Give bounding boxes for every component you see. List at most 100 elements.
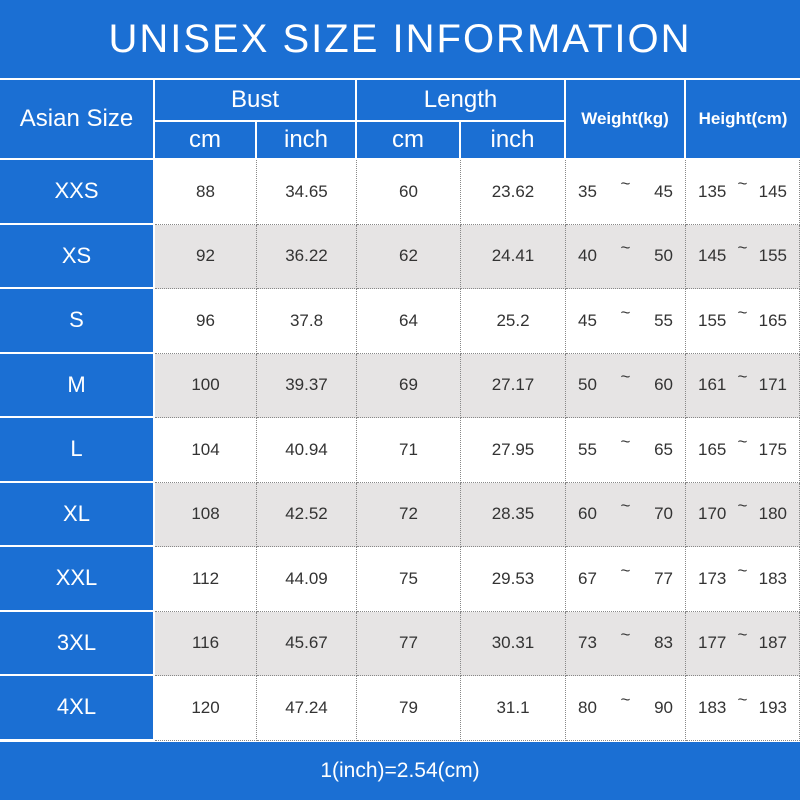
measure-cell: 40.94: [257, 418, 357, 483]
range-separator: ~: [620, 173, 631, 193]
size-label: XXS: [0, 160, 153, 223]
range-value: 70: [654, 504, 673, 524]
range-value: 171: [758, 375, 787, 395]
measure-cell: 62: [357, 224, 461, 289]
range-separator: ~: [620, 625, 631, 645]
range-value: 77: [654, 568, 673, 588]
range-value: 155: [698, 310, 727, 330]
height-cell: 177 ~187: [686, 611, 800, 676]
measure-cell: 29.53: [461, 547, 566, 612]
measure-cell: 116: [155, 611, 257, 676]
height-cell: 135 ~145: [686, 160, 800, 225]
size-label: XL: [0, 482, 153, 545]
range-value: 193: [758, 697, 787, 717]
measure-cell: 44.09: [257, 547, 357, 612]
weight-cell: 45 ~55: [566, 289, 686, 354]
measure-cell: 31.1: [461, 676, 566, 741]
weight-cell: 73 ~83: [566, 611, 686, 676]
weight-cell: 35 ~45: [566, 160, 686, 225]
height-cell: 165 ~175: [686, 418, 800, 483]
height-cell: 145 ~155: [686, 224, 800, 289]
measure-cell: 71: [357, 418, 461, 483]
height-cell: 183 ~193: [686, 676, 800, 741]
measure-cell: 72: [357, 482, 461, 547]
range-separator: ~: [620, 238, 631, 258]
measure-cell: 104: [155, 418, 257, 483]
range-value: 73: [578, 633, 597, 653]
range-separator: ~: [620, 689, 631, 709]
measure-cell: 88: [155, 160, 257, 225]
weight-cell: 67 ~77: [566, 547, 686, 612]
weight-header: Weight(kg): [566, 80, 684, 158]
footer: 1(inch)=2.54(cm): [0, 742, 800, 800]
range-separator: ~: [737, 173, 748, 193]
range-separator: ~: [620, 560, 631, 580]
range-value: 90: [654, 697, 673, 717]
measure-cell: 27.17: [461, 353, 566, 418]
measure-cell: 64: [357, 289, 461, 354]
height-cell: 173 ~183: [686, 547, 800, 612]
range-separator: ~: [620, 496, 631, 516]
weight-cell: 80 ~90: [566, 676, 686, 741]
range-value: 145: [758, 181, 787, 201]
range-value: 145: [698, 246, 727, 266]
measure-cell: 69: [357, 353, 461, 418]
measure-cell: 45.67: [257, 611, 357, 676]
measure-cell: 24.41: [461, 224, 566, 289]
range-value: 180: [758, 504, 787, 524]
range-value: 161: [698, 375, 727, 395]
range-value: 50: [578, 375, 597, 395]
range-separator: ~: [620, 367, 631, 387]
unit-header: cm: [357, 122, 459, 158]
range-value: 177: [698, 633, 727, 653]
size-label: M: [0, 353, 153, 416]
size-label: S: [0, 289, 153, 352]
measure-cell: 120: [155, 676, 257, 741]
range-value: 65: [654, 439, 673, 459]
measure-cell: 75: [357, 547, 461, 612]
length-header: Length: [357, 80, 564, 120]
height-cell: 155 ~165: [686, 289, 800, 354]
weight-cell: 55 ~65: [566, 418, 686, 483]
range-value: 135: [698, 181, 727, 201]
range-value: 183: [698, 697, 727, 717]
range-separator: ~: [737, 496, 748, 516]
range-value: 60: [578, 504, 597, 524]
range-value: 45: [578, 310, 597, 330]
unit-header: inch: [461, 122, 564, 158]
title: UNISEX SIZE INFORMATION: [0, 0, 800, 78]
measure-cell: 108: [155, 482, 257, 547]
measure-cell: 36.22: [257, 224, 357, 289]
measure-cell: 30.31: [461, 611, 566, 676]
range-separator: ~: [737, 560, 748, 580]
size-label: L: [0, 418, 153, 481]
measure-cell: 112: [155, 547, 257, 612]
unit-header: cm: [155, 122, 255, 158]
measure-cell: 96: [155, 289, 257, 354]
range-value: 165: [758, 310, 787, 330]
range-value: 67: [578, 568, 597, 588]
range-value: 45: [654, 181, 673, 201]
range-separator: ~: [737, 625, 748, 645]
range-separator: ~: [737, 689, 748, 709]
range-value: 55: [654, 310, 673, 330]
range-value: 80: [578, 697, 597, 717]
range-value: 40: [578, 246, 597, 266]
range-value: 155: [758, 246, 787, 266]
range-value: 183: [758, 568, 787, 588]
weight-cell: 50 ~60: [566, 353, 686, 418]
height-cell: 161 ~171: [686, 353, 800, 418]
size-label: XS: [0, 224, 153, 287]
range-value: 187: [758, 633, 787, 653]
size-label: XXL: [0, 547, 153, 610]
measure-cell: 39.37: [257, 353, 357, 418]
size-label: 3XL: [0, 611, 153, 674]
range-separator: ~: [737, 302, 748, 322]
range-separator: ~: [620, 431, 631, 451]
size-header: Asian Size: [0, 80, 153, 158]
measure-cell: 79: [357, 676, 461, 741]
range-value: 60: [654, 375, 673, 395]
measure-cell: 42.52: [257, 482, 357, 547]
measure-cell: 47.24: [257, 676, 357, 741]
range-separator: ~: [737, 367, 748, 387]
